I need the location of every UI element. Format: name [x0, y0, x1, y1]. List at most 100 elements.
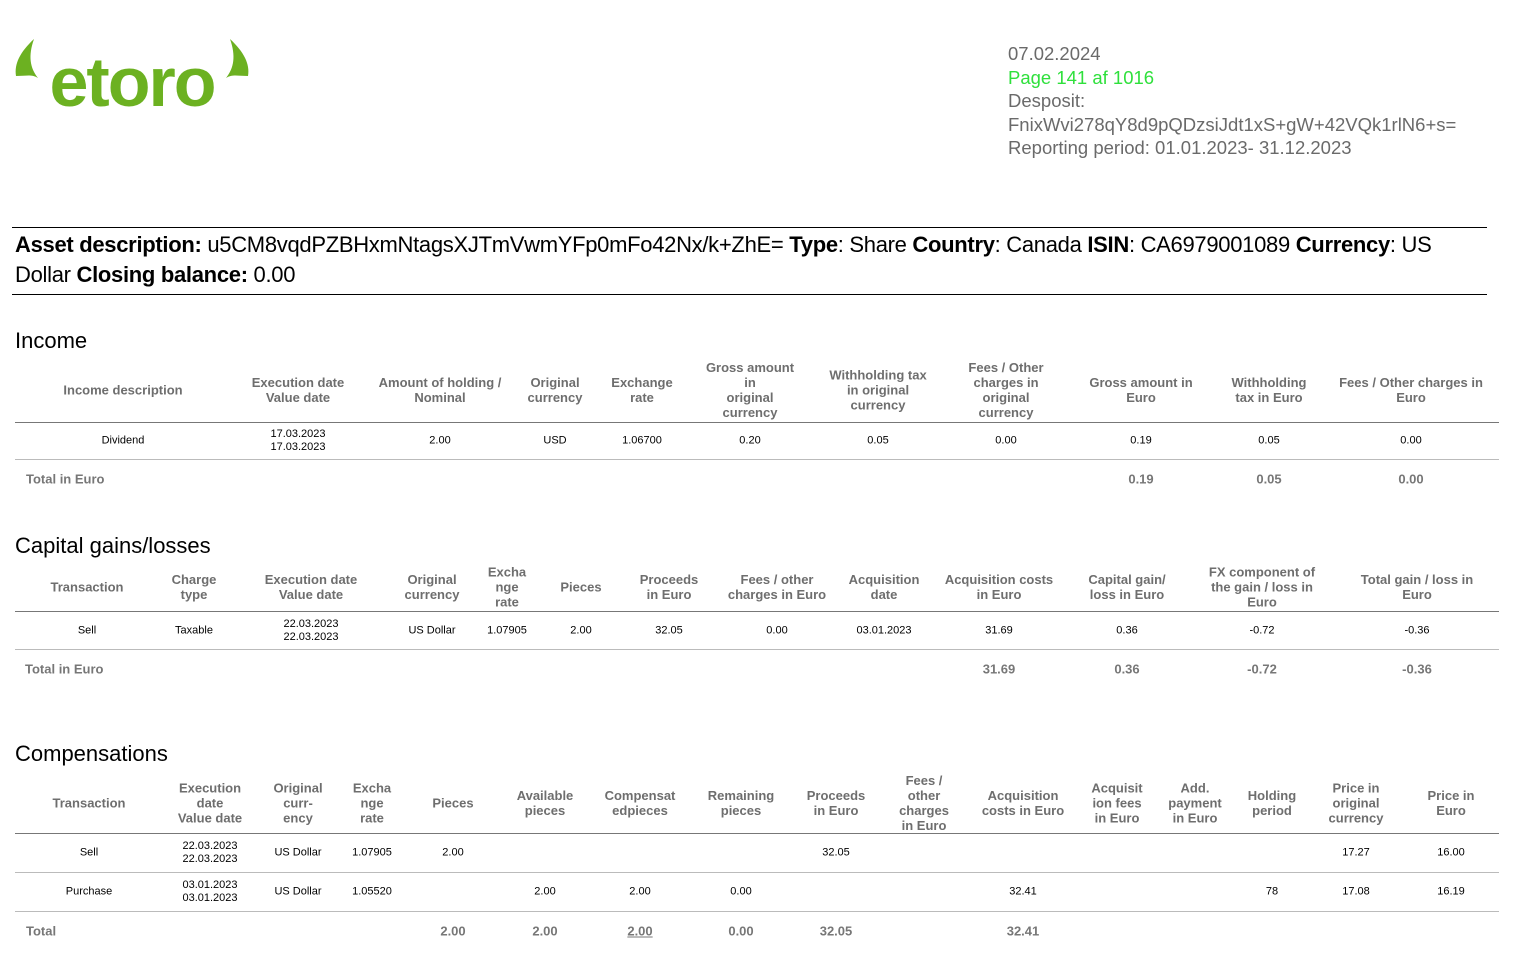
table-cell: Purchase	[65, 885, 113, 898]
total-label: Total in Euro	[26, 471, 105, 487]
total-cell: 0.19	[1128, 471, 1154, 487]
column-header: Original curr- ency	[273, 780, 323, 826]
table-cell: US Dollar	[274, 885, 322, 898]
income-title: Income	[15, 328, 88, 353]
table-cell: 1.07905	[352, 846, 392, 859]
table-cell: 0.36	[1116, 624, 1138, 637]
column-header: Fees / other charges in Euro	[727, 572, 827, 602]
isin-label: ISIN	[1087, 232, 1129, 257]
table-cell: 2.00	[629, 885, 651, 898]
table-cell: 31.69	[985, 624, 1013, 637]
compensations-title: Compensations	[15, 741, 168, 766]
total-cell: 2.00	[440, 923, 466, 939]
country-label: Country	[912, 232, 995, 257]
column-header: Execution date Value date	[177, 780, 243, 826]
table-cell: 0.05	[867, 434, 889, 447]
column-header: Fees / Other charges in Euro	[1339, 375, 1483, 405]
table-cell: 22.03.2023 22.03.2023	[182, 840, 238, 865]
total-cell: 0.00	[1398, 471, 1424, 487]
table-cell: 32.05	[822, 846, 850, 859]
row-divider	[15, 459, 1499, 460]
deposit-label: Desposit:	[1008, 90, 1086, 111]
total-cell: 31.69	[982, 661, 1016, 677]
type-label: Type	[789, 232, 838, 257]
table-cell: Dividend	[101, 434, 145, 447]
table-cell: 0.20	[739, 434, 761, 447]
table-cell: US Dollar	[274, 846, 322, 859]
table-cell: 32.41	[1009, 885, 1037, 898]
table-cell: US Dollar	[408, 624, 456, 637]
column-header: Proceeds in Euro	[639, 572, 699, 602]
asset-description-label: Asset description:	[15, 232, 202, 257]
closing-balance-label: Closing balance:	[76, 262, 248, 287]
table-cell: 78	[1265, 885, 1279, 898]
table-cell: 1.07905	[487, 624, 527, 637]
report-header: 07.02.2024 Page 141 af 1016 Desposit: Fn…	[1008, 42, 1456, 160]
svg-text:etoro: etoro	[50, 43, 215, 114]
column-header: Withholding tax in original currency	[829, 367, 927, 413]
total-cell: 0.05	[1256, 471, 1282, 487]
column-header: Amount of holding / Nominal	[378, 375, 502, 405]
column-header: Price in Euro	[1427, 788, 1475, 818]
page-number: Page 141 af 1016	[1008, 66, 1155, 88]
table-cell: 0.05	[1258, 434, 1280, 447]
column-header: Available pieces	[516, 788, 574, 818]
table-cell: 2.00	[442, 846, 464, 859]
header-divider	[15, 833, 1499, 834]
column-header: Original currency	[404, 572, 460, 602]
column-header: Transaction	[52, 795, 126, 811]
table-cell: Sell	[77, 624, 97, 637]
type-value: : Share	[837, 232, 913, 257]
total-cell: -0.72	[1247, 661, 1277, 677]
column-header: Gross amount in original currency	[705, 360, 795, 420]
asset-description-value: u5CM8vqdPZBHxmNtagsXJTmVwmYFp0mFo42Nx/k+…	[201, 232, 790, 257]
table-cell: -0.36	[1404, 624, 1430, 637]
table-cell: 0.00	[1400, 434, 1422, 447]
table-cell: 17.03.2023 17.03.2023	[270, 428, 326, 453]
capital-gains-title: Capital gains/losses	[15, 533, 211, 558]
table-cell: 17.27	[1342, 846, 1370, 859]
currency-label: Currency	[1295, 232, 1391, 257]
table-cell: 0.00	[995, 434, 1017, 447]
table-cell: 17.08	[1342, 885, 1370, 898]
column-header: Pieces	[560, 579, 602, 595]
table-cell: 1.05520	[352, 885, 392, 898]
table-cell: -0.72	[1249, 624, 1275, 637]
country-value: : Canada	[994, 232, 1088, 257]
table-cell: 22.03.2023 22.03.2023	[283, 618, 339, 643]
column-header: Remaining pieces	[707, 788, 775, 818]
header-divider	[15, 611, 1499, 612]
row-divider	[15, 649, 1499, 650]
column-header: Acquisition date	[848, 572, 920, 602]
row-divider	[15, 911, 1499, 912]
column-header: Fees / Other charges in original currenc…	[968, 360, 1044, 420]
isin-value: : CA6979001089	[1128, 232, 1296, 257]
column-header: Transaction	[50, 579, 124, 595]
column-header: Excha nge rate	[352, 780, 392, 826]
reporting-period: Reporting period: 01.01.2023- 31.12.2023	[1008, 137, 1352, 158]
column-header: Charge type	[171, 572, 217, 602]
column-header: Capital gain/ loss in Euro	[1088, 572, 1166, 602]
table-cell: 03.01.2023 03.01.2023	[182, 879, 238, 904]
column-header: Add. payment in Euro	[1168, 780, 1222, 826]
table-cell: 16.00	[1437, 846, 1465, 859]
column-header: Pieces	[432, 795, 474, 811]
column-header: FX component of the gain / loss in Euro	[1208, 564, 1316, 610]
total-cell: 2.00	[627, 923, 653, 939]
total-label: Total	[26, 923, 57, 939]
table-cell: 16.19	[1437, 885, 1465, 898]
total-cell: -0.36	[1402, 661, 1432, 677]
column-header: Compensat edpieces	[604, 788, 676, 818]
table-cell: Sell	[79, 846, 99, 859]
table-cell: Taxable	[175, 624, 213, 637]
report-date: 07.02.2024	[1008, 43, 1101, 64]
column-header: Holding period	[1247, 788, 1297, 818]
row-divider	[15, 872, 1499, 873]
table-cell: 2.00	[534, 885, 556, 898]
header-divider	[15, 422, 1499, 423]
asset-info: Asset description: u5CM8vqdPZBHxmNtagsXJ…	[12, 227, 1487, 295]
deposit-value: FnixWvi278qY8d9pQDzsiJdt1xS+gW+42VQk1rlN…	[1008, 113, 1457, 135]
table-cell: 2.00	[570, 624, 592, 637]
column-header: Exchange rate	[611, 375, 673, 405]
table-cell: 32.05	[655, 624, 683, 637]
